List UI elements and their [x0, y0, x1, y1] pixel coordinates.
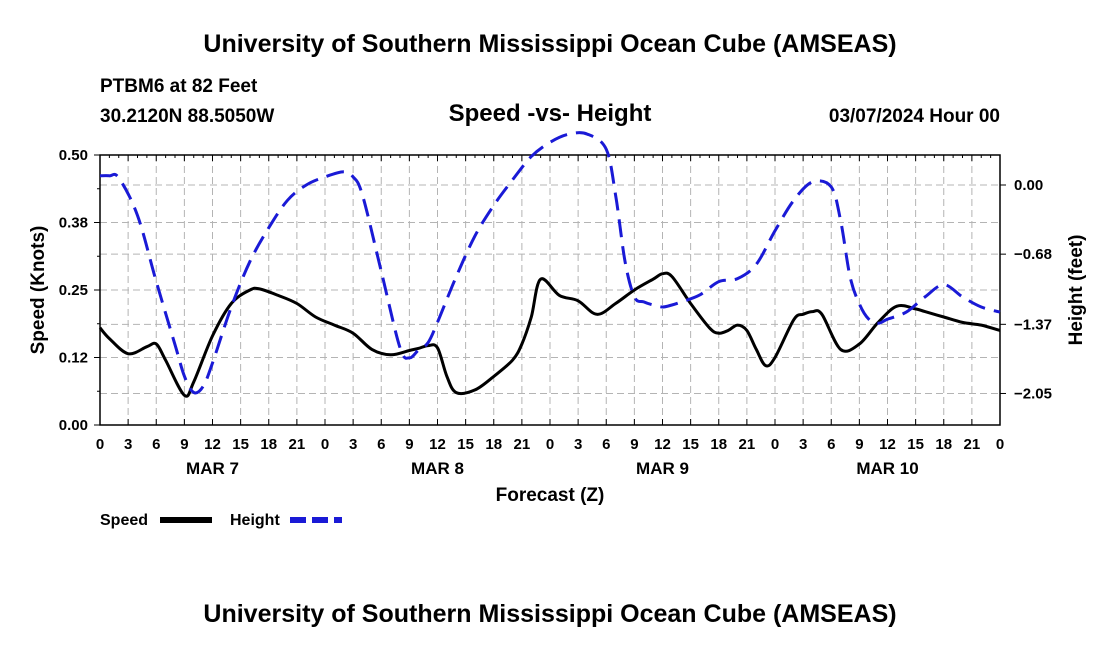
x-tick-label: 12 [654, 436, 671, 453]
x-tick-label: 0 [996, 436, 1004, 453]
chart-title: University of Southern Mississippi Ocean… [203, 30, 897, 58]
x-tick-label: 9 [180, 436, 188, 453]
x-tick-label: 12 [204, 436, 221, 453]
series-line-speed [98, 271, 1001, 398]
x-tick-label: 9 [405, 436, 413, 453]
y-left-tick-label: 0.12 [59, 350, 88, 367]
x-tick-label: 0 [771, 436, 779, 453]
x-day-label: MAR 8 [411, 459, 464, 478]
series-lines [98, 131, 1001, 398]
y-right-tick-label: 0.00 [1014, 177, 1043, 194]
x-tick-label: 18 [935, 436, 952, 453]
y-right-tick-label: −2.05 [1014, 385, 1052, 402]
x-tick-label: 21 [739, 436, 756, 453]
x-tick-label: 9 [855, 436, 863, 453]
x-tick-label: 0 [96, 436, 104, 453]
x-axis-title: Forecast (Z) [496, 485, 605, 506]
x-day-label: MAR 10 [856, 459, 918, 478]
x-tick-label: 6 [827, 436, 835, 453]
y-right-tick-label: −1.37 [1014, 316, 1052, 333]
legend-speed-label: Speed [100, 512, 148, 529]
legend-height-label: Height [230, 512, 280, 529]
x-tick-label: 21 [289, 436, 306, 453]
x-tick-label: 21 [964, 436, 981, 453]
axes: 0 3 6 9 12 15 18 21 0 3 6 9 12 15 18 21 0 3 6 9 12 15 18 21 0 3 6 9… [28, 147, 1087, 506]
plot-frame [99, 154, 1001, 426]
series-line-height [99, 131, 1001, 395]
bottom-title: University of Southern Mississippi Ocean… [203, 600, 897, 628]
x-tick-label: 0 [546, 436, 554, 453]
x-day-label: MAR 7 [186, 459, 239, 478]
x-tick-label: 12 [879, 436, 896, 453]
chart-subtitle: Speed -vs- Height [448, 100, 652, 127]
x-tick-label: 6 [377, 436, 385, 453]
y-right-tick-label: −0.68 [1014, 246, 1052, 263]
x-tick-label: 3 [124, 436, 132, 453]
x-tick-label: 18 [485, 436, 502, 453]
x-tick-label: 3 [574, 436, 582, 453]
grid [100, 155, 1000, 425]
station-coords: 30.2120N 88.5050W [100, 106, 275, 127]
x-tick-label: 15 [682, 436, 699, 453]
x-tick-label: 3 [799, 436, 807, 453]
y-left-tick-label: 0.25 [59, 282, 88, 299]
x-tick-label: 6 [602, 436, 610, 453]
x-tick-label: 15 [457, 436, 474, 453]
x-tick-label: 9 [630, 436, 638, 453]
x-tick-label: 18 [710, 436, 727, 453]
x-tick-label: 21 [514, 436, 531, 453]
forecast-datetime: 03/07/2024 Hour 00 [828, 106, 1000, 127]
x-tick-label: 3 [349, 436, 357, 453]
x-day-label: MAR 9 [636, 459, 689, 478]
legend: Speed Height [100, 512, 342, 529]
y-left-tick-label: 0.00 [59, 417, 88, 434]
x-tick-label: 0 [321, 436, 329, 453]
station-name: PTBM6 at 82 Feet [100, 76, 258, 97]
y-left-tick-label: 0.38 [59, 215, 88, 232]
x-tick-label: 15 [907, 436, 924, 453]
x-tick-label: 6 [152, 436, 160, 453]
y-left-tick-label: 0.50 [59, 147, 88, 164]
y-left-axis-title: Speed (Knots) [28, 226, 49, 355]
x-tick-label: 18 [260, 436, 277, 453]
y-right-axis-title: Height (feet) [1066, 235, 1087, 346]
x-tick-label: 12 [429, 436, 446, 453]
x-tick-label: 15 [232, 436, 249, 453]
